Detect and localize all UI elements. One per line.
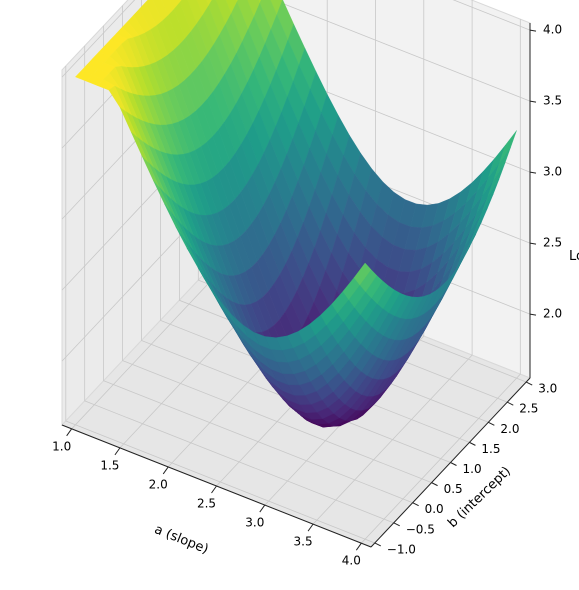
a-tick-label: 2.0	[149, 477, 168, 491]
loss-tick-label: 3.0	[543, 165, 562, 179]
surface-patch	[258, 0, 262, 4]
gridline-loss	[61, 0, 531, 78]
b-tick	[488, 421, 495, 426]
b-tick	[412, 502, 419, 507]
surface-patch	[178, 0, 182, 3]
loss-tick-label: 3.5	[543, 94, 562, 108]
a-tick	[66, 428, 73, 437]
a-tick	[114, 447, 121, 456]
a-tick-label: 3.0	[245, 516, 264, 530]
gridline-a	[361, 19, 521, 544]
loss-tick-label: 4.0	[543, 23, 562, 37]
b-tick-label: 0.0	[425, 502, 444, 516]
b-tick-label: 1.5	[481, 442, 500, 456]
loss-tick	[529, 29, 537, 32]
b-tick-label: 0.5	[444, 482, 463, 496]
surface-patch	[205, 0, 213, 7]
loss-tick	[529, 313, 537, 316]
b-tick-label: 2.0	[500, 422, 519, 436]
b-tick-label: 1.0	[463, 462, 482, 476]
loss-tick	[529, 100, 537, 103]
loss-axis-label: Loss	[569, 249, 579, 264]
a-tick-label: 3.5	[294, 535, 313, 549]
a-tick	[211, 485, 217, 494]
gridline-b	[65, 66, 375, 544]
b-tick	[393, 522, 400, 527]
gridline-a	[312, 0, 473, 525]
loss-tick-label: 2.5	[543, 236, 562, 250]
loss-tick	[529, 171, 537, 174]
b-tick-label: −1.0	[387, 543, 416, 557]
loss-tick-label: 2.0	[543, 307, 562, 321]
a-tick	[162, 466, 169, 475]
a-tick-label: 1.0	[52, 439, 71, 453]
a-tick	[259, 504, 266, 513]
b-tick-label: 3.0	[538, 382, 557, 396]
a-tick-label: 4.0	[342, 554, 361, 568]
b-tick	[374, 542, 382, 547]
b-tick	[507, 401, 514, 406]
a-tick-label: 2.5	[197, 497, 216, 511]
gridline-b	[84, 45, 394, 524]
b-tick	[525, 381, 533, 386]
a-axis-label: a (slope)	[152, 522, 210, 557]
b-tick	[431, 482, 438, 487]
gridline-b	[103, 25, 413, 504]
b-tick-label: 2.5	[519, 402, 538, 416]
b-tick	[450, 462, 457, 466]
b-tick-label: −0.5	[406, 522, 435, 536]
surface-patch	[353, 262, 372, 286]
gridline-a	[264, 0, 425, 506]
gridline-b	[122, 5, 432, 483]
b-tick	[469, 441, 476, 446]
loss-tick	[529, 242, 537, 245]
a-tick	[307, 523, 314, 532]
a-tick	[355, 542, 362, 551]
a-tick-label: 1.5	[100, 458, 119, 472]
